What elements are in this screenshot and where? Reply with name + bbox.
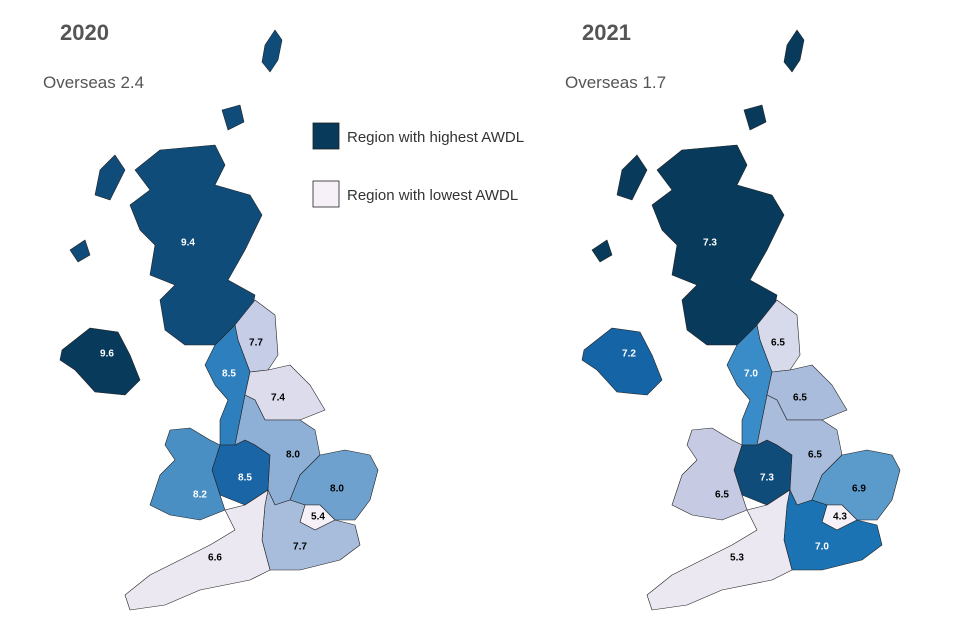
region-label: 8.0	[286, 450, 300, 461]
region-label: 6.5	[793, 393, 807, 404]
region	[129, 144, 263, 346]
island	[616, 154, 648, 201]
region-label: 7.7	[293, 542, 307, 553]
uk-map: 2020 Overseas 2.4 9.4 9.6 7.7 8.5 7.4 8.5 8.0 8.2…	[43, 20, 379, 611]
island	[69, 239, 91, 263]
region-label: 7.3	[760, 473, 774, 484]
region-label: 6.5	[808, 450, 822, 461]
region-label: 8.5	[238, 473, 252, 484]
region-label: 9.4	[181, 238, 195, 249]
region	[651, 144, 785, 346]
region-label: 7.7	[249, 338, 263, 349]
region-label: 9.6	[100, 349, 114, 360]
region-label: 7.2	[622, 349, 636, 360]
island	[743, 104, 767, 131]
map-year: 2020	[60, 20, 109, 45]
region-label: 6.5	[715, 490, 729, 501]
region-label: 8.2	[193, 490, 207, 501]
region	[124, 489, 271, 611]
region-label: 7.4	[271, 393, 285, 404]
legend-swatch	[312, 122, 340, 150]
region-label: 8.5	[222, 369, 236, 380]
legend: Region with highest AWDL Region with low…	[312, 122, 524, 208]
island	[591, 239, 613, 263]
uk-map: 2021 Overseas 1.7 7.3 7.2 6.5 7.0 6.5 7.3 6.5 6.5…	[565, 20, 901, 611]
region-label: 7.3	[703, 238, 717, 249]
region-label: 6.5	[771, 338, 785, 349]
region-label: 6.6	[208, 553, 222, 564]
island	[221, 104, 245, 131]
legend-label: Region with highest AWDL	[347, 129, 524, 146]
region	[646, 489, 793, 611]
map-year: 2021	[582, 20, 631, 45]
overseas-value: Overseas 2.4	[43, 73, 144, 92]
region	[59, 327, 141, 396]
island	[783, 29, 805, 73]
region-label: 5.3	[730, 553, 744, 564]
region	[581, 327, 663, 396]
region	[671, 427, 748, 521]
region-label: 7.0	[815, 542, 829, 553]
region-label: 4.3	[833, 512, 847, 523]
island	[261, 29, 283, 73]
legend-label: Region with lowest AWDL	[347, 187, 518, 204]
region	[149, 427, 226, 521]
legend-swatch	[312, 180, 340, 208]
region-label: 8.0	[330, 484, 344, 495]
region-label: 7.0	[744, 369, 758, 380]
region-label: 5.4	[311, 512, 325, 523]
island	[94, 154, 126, 201]
region-label: 6.9	[852, 484, 866, 495]
overseas-value: Overseas 1.7	[565, 73, 666, 92]
